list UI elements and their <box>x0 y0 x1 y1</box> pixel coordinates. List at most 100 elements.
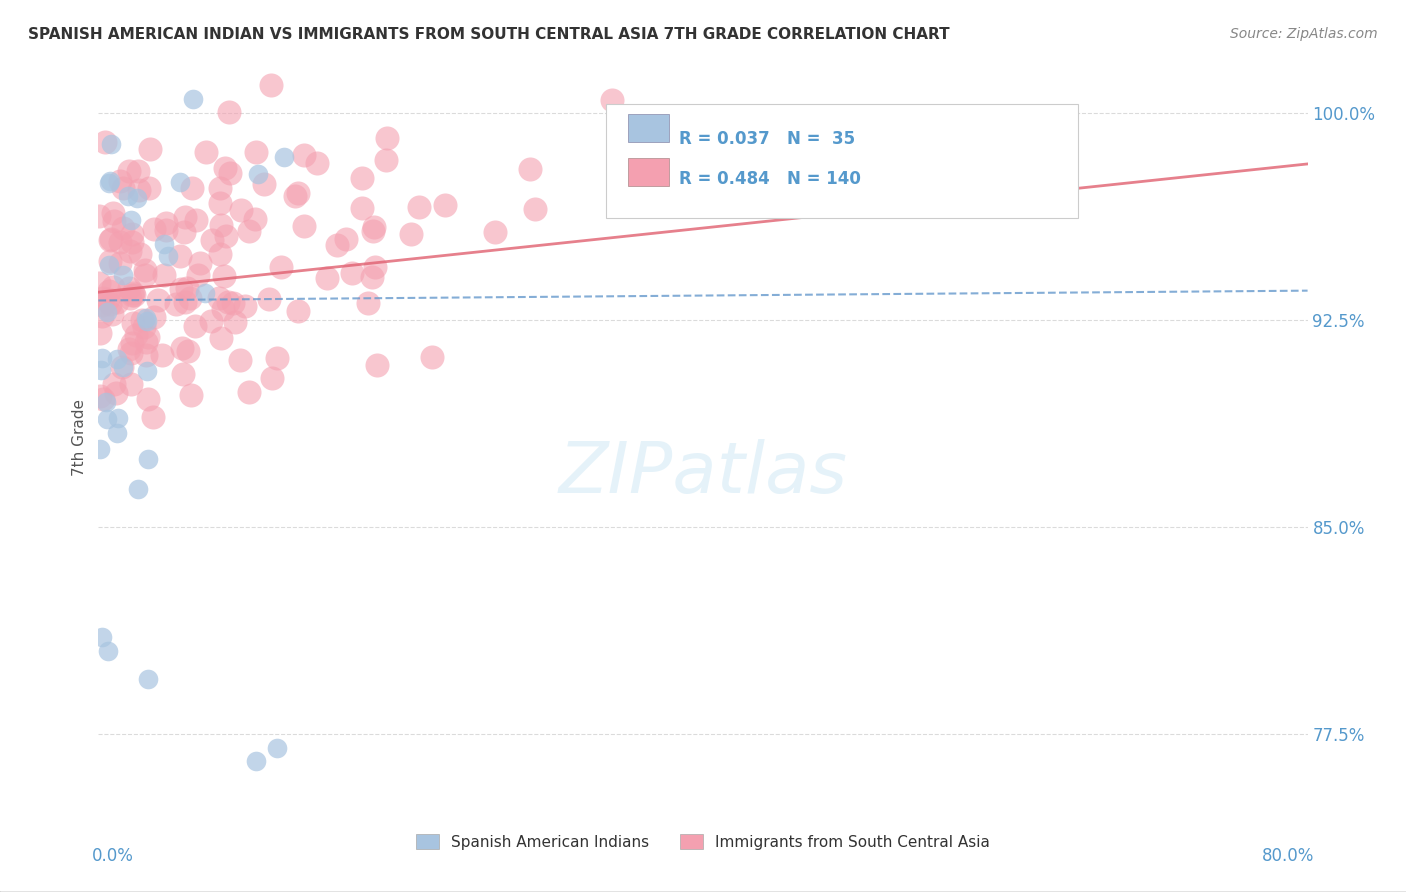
Point <box>170 341 193 355</box>
Point <box>112 221 135 235</box>
FancyBboxPatch shape <box>606 104 1078 218</box>
Point <box>253 177 276 191</box>
Point <box>108 255 131 269</box>
Point <box>98 253 121 268</box>
Point <box>208 291 231 305</box>
Point <box>180 388 202 402</box>
Point <box>142 310 165 324</box>
Point <box>103 214 125 228</box>
Point <box>128 247 150 261</box>
Point <box>105 351 128 366</box>
Point <box>209 218 232 232</box>
Point <box>183 319 205 334</box>
Point <box>135 310 157 325</box>
Point <box>108 235 131 249</box>
Point <box>142 222 165 236</box>
Point <box>420 351 443 365</box>
Y-axis label: 7th Grade: 7th Grade <box>72 399 87 475</box>
Point <box>136 392 159 406</box>
Point <box>176 280 198 294</box>
Point <box>238 224 260 238</box>
Point <box>122 316 145 330</box>
Point <box>101 307 124 321</box>
Point <box>335 232 357 246</box>
Point <box>519 162 541 177</box>
Point <box>287 304 309 318</box>
Point <box>209 331 232 345</box>
Point <box>270 260 292 275</box>
Point <box>135 348 157 362</box>
Point <box>105 386 128 401</box>
Point <box>134 263 156 277</box>
Point <box>260 78 283 92</box>
Point <box>118 164 141 178</box>
Point <box>89 209 111 223</box>
Point <box>257 292 280 306</box>
Point <box>211 301 233 316</box>
Point <box>97 293 120 307</box>
Point <box>194 285 217 300</box>
Point <box>366 359 388 373</box>
Point <box>112 359 135 374</box>
Point <box>150 348 173 362</box>
Point <box>120 346 142 360</box>
Point <box>284 189 307 203</box>
Text: 80.0%: 80.0% <box>1263 847 1315 865</box>
Point <box>120 212 142 227</box>
Point <box>98 174 121 188</box>
Point <box>177 344 200 359</box>
Point <box>484 225 506 239</box>
Point <box>266 351 288 365</box>
Point <box>121 335 143 350</box>
Point <box>187 268 209 283</box>
Point <box>121 235 143 250</box>
Point <box>172 367 194 381</box>
Point <box>352 201 374 215</box>
Point <box>201 233 224 247</box>
Point <box>155 223 177 237</box>
Point <box>96 394 118 409</box>
Point <box>243 212 266 227</box>
Point <box>294 147 316 161</box>
Point <box>89 276 111 290</box>
Point <box>131 313 153 327</box>
Point <box>200 314 222 328</box>
Point <box>357 296 380 310</box>
Point <box>121 227 143 241</box>
Point <box>173 225 195 239</box>
Point <box>89 442 111 457</box>
Point <box>128 183 150 197</box>
Point <box>152 236 174 251</box>
Point <box>91 630 114 644</box>
Point <box>260 370 283 384</box>
Point <box>375 130 398 145</box>
Point <box>229 353 252 368</box>
Point <box>181 92 204 106</box>
Point <box>139 142 162 156</box>
Point <box>352 170 374 185</box>
Point <box>181 181 204 195</box>
Point <box>125 191 148 205</box>
Point <box>186 212 208 227</box>
Point <box>157 249 180 263</box>
Point <box>125 327 148 342</box>
Point <box>195 145 218 160</box>
Point <box>132 320 155 334</box>
Point <box>222 296 245 310</box>
Point <box>94 135 117 149</box>
Point <box>399 227 422 242</box>
Point <box>305 156 328 170</box>
Point <box>600 93 623 107</box>
Point <box>101 280 124 294</box>
Point <box>98 258 121 272</box>
Point <box>93 392 115 406</box>
Legend: Spanish American Indians, Immigrants from South Central Asia: Spanish American Indians, Immigrants fro… <box>409 826 997 857</box>
Point <box>219 166 242 180</box>
Point <box>124 287 146 301</box>
Point <box>138 181 160 195</box>
Point <box>117 189 139 203</box>
Point <box>118 244 141 258</box>
Text: R = 0.037   N =  35: R = 0.037 N = 35 <box>679 130 855 148</box>
Point <box>135 364 157 378</box>
Point <box>121 288 143 302</box>
